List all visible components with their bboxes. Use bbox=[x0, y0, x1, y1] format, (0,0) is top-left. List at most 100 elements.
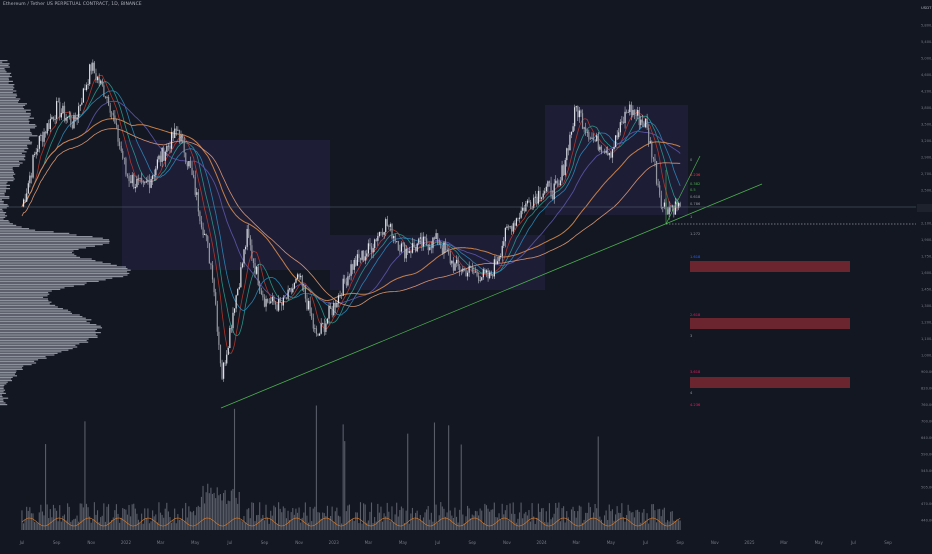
candle-body bbox=[525, 203, 527, 212]
candle-body bbox=[211, 265, 214, 280]
candle-body bbox=[553, 183, 555, 200]
volume-bar bbox=[478, 515, 480, 530]
volume-profile-bar bbox=[0, 396, 3, 398]
volume-bar bbox=[256, 515, 258, 530]
x-tick-label: May bbox=[191, 540, 200, 545]
volume-bar bbox=[59, 505, 61, 530]
volume-bar bbox=[29, 507, 31, 530]
candle-body bbox=[622, 121, 625, 124]
candle-body bbox=[662, 207, 664, 208]
volume-profile-bar bbox=[0, 178, 15, 180]
candle-body bbox=[353, 259, 355, 270]
volume-bar bbox=[223, 492, 225, 530]
volume-bar bbox=[126, 514, 128, 530]
candle-body bbox=[363, 250, 365, 261]
candle-body bbox=[567, 148, 569, 151]
candle-body bbox=[383, 231, 385, 235]
y-tick-label: 2,900.00 bbox=[921, 156, 932, 160]
y-tick-label: 1,750.00 bbox=[921, 255, 932, 259]
volume-profile-bar bbox=[0, 135, 38, 137]
volume-profile-bar bbox=[0, 108, 25, 110]
volume-bar bbox=[599, 516, 601, 530]
candle-body bbox=[311, 313, 313, 318]
fib-level-label: 4.236 bbox=[690, 403, 701, 407]
volume-profile-bar bbox=[0, 247, 87, 249]
volume-bar bbox=[613, 520, 615, 530]
volume-profile-bar bbox=[0, 162, 23, 164]
target-zone bbox=[690, 377, 850, 388]
y-tick-label: 1,200.00 bbox=[921, 321, 932, 325]
y-tick-label: 1,600.00 bbox=[921, 271, 932, 275]
volume-profile-bar bbox=[0, 277, 113, 279]
volume-bar bbox=[430, 512, 432, 530]
volume-profile-bar bbox=[0, 245, 95, 247]
volume-profile bbox=[0, 60, 131, 406]
candle-body bbox=[144, 182, 146, 184]
candle-body bbox=[355, 259, 357, 266]
volume-profile-bar bbox=[0, 372, 16, 374]
candle-body bbox=[655, 161, 658, 184]
volume-profile-bar bbox=[0, 114, 31, 116]
volume-profile-bar bbox=[0, 236, 93, 238]
candle-body bbox=[270, 301, 272, 304]
fib-level-label: 1 bbox=[690, 215, 692, 219]
candle-body bbox=[570, 132, 573, 135]
volume-profile-bar bbox=[0, 148, 29, 150]
volume-profile-bar bbox=[0, 228, 30, 230]
fib-level-label: 0.236 bbox=[690, 173, 701, 177]
volume-bar bbox=[130, 516, 132, 530]
volume-profile-bar bbox=[0, 111, 26, 113]
target-zone bbox=[690, 261, 850, 272]
volume-bar bbox=[514, 513, 516, 530]
volume-profile-bar bbox=[0, 402, 6, 404]
volume-bar bbox=[418, 519, 420, 530]
candle-body bbox=[202, 227, 204, 235]
volume-profile-bar bbox=[0, 183, 7, 185]
volume-profile-bar bbox=[0, 383, 7, 385]
candle-body bbox=[597, 135, 599, 150]
volume-bar bbox=[544, 522, 546, 530]
x-tick-label: Sep bbox=[261, 540, 269, 545]
candle-body bbox=[123, 158, 125, 159]
volume-profile-bar bbox=[0, 200, 4, 202]
candle-body bbox=[152, 175, 154, 179]
candle-body bbox=[400, 243, 403, 252]
volume-bar bbox=[581, 522, 584, 530]
volume-bar bbox=[197, 505, 199, 530]
candle-body bbox=[114, 115, 116, 124]
candle-body bbox=[588, 131, 590, 140]
volume-bar bbox=[251, 502, 253, 530]
volume-bar bbox=[226, 503, 228, 530]
candle-body bbox=[317, 333, 319, 336]
candle-body bbox=[85, 84, 88, 91]
candle-body bbox=[646, 119, 648, 128]
candle-body bbox=[337, 295, 340, 304]
candle-body bbox=[223, 362, 225, 379]
volume-profile-bar bbox=[0, 340, 87, 342]
volume-bar bbox=[410, 513, 412, 530]
volume-bar bbox=[567, 517, 569, 530]
volume-bar bbox=[339, 516, 341, 530]
volume-profile-bar bbox=[0, 360, 35, 362]
volume-bar bbox=[569, 521, 571, 530]
volume-bar bbox=[654, 510, 656, 530]
volume-bar bbox=[204, 503, 206, 530]
volume-bar bbox=[45, 444, 47, 530]
candle-body bbox=[410, 251, 412, 253]
candle-body bbox=[265, 298, 267, 307]
volume-profile-bar bbox=[0, 376, 13, 378]
volume-bar bbox=[312, 508, 314, 530]
volume-bar bbox=[485, 505, 487, 530]
candle-body bbox=[366, 253, 368, 257]
volume-profile-bar bbox=[0, 184, 10, 186]
fib-level-label: 2.618 bbox=[690, 313, 701, 317]
y-tick-label: 760.00 bbox=[921, 403, 932, 407]
candle-body bbox=[330, 305, 332, 309]
volume-bar bbox=[289, 519, 291, 530]
candle-body bbox=[92, 62, 94, 71]
volume-bar bbox=[366, 522, 368, 530]
candle-body bbox=[82, 88, 85, 103]
volume-profile-bar bbox=[0, 272, 130, 274]
volume-profile-bar bbox=[0, 156, 26, 158]
